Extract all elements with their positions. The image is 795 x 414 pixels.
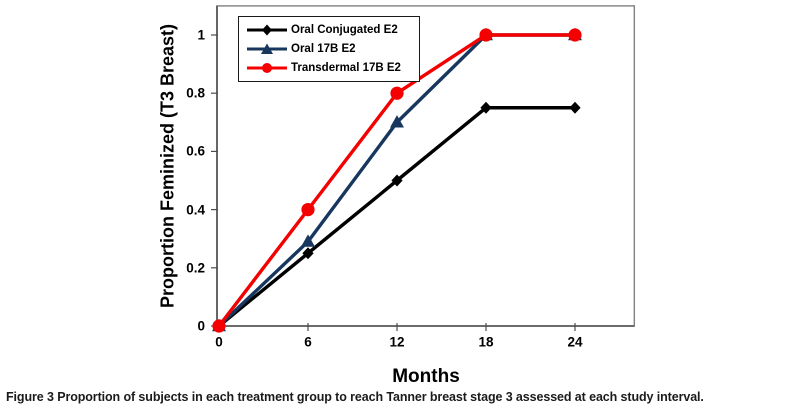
legend-item-oral-conjugated-e2: Oral Conjugated E2	[246, 21, 417, 39]
x-tick-label: 12	[389, 334, 405, 350]
x-tick-label: 24	[567, 334, 583, 350]
legend-item-transdermal-17b-e2: Transdermal 17B E2	[246, 59, 417, 77]
y-tick-label: 1	[197, 27, 205, 43]
series-line-diamond	[217, 106, 575, 328]
x-tick-label: 18	[478, 334, 494, 350]
y-tick-label: 0.4	[186, 201, 205, 217]
data-point-circle	[301, 203, 315, 217]
data-point-diamond	[569, 101, 581, 114]
figure-caption-label: Figure 3	[6, 390, 54, 404]
legend-label: Oral Conjugated E2	[291, 24, 398, 37]
y-tick-label: 0.8	[186, 85, 205, 101]
legend-item-oral-17b-e2: Oral 17B E2	[246, 40, 417, 58]
triangle-marker-icon	[247, 43, 287, 54]
legend-label: Transdermal 17B E2	[291, 61, 401, 74]
data-point-circle	[390, 86, 404, 100]
figure-caption-text: Proportion of subjects in each treatment…	[57, 390, 704, 404]
data-point-triangle	[389, 115, 404, 128]
figure-caption: Figure 3 Proportion of subjects in each …	[6, 390, 790, 404]
circle-marker-icon	[247, 62, 287, 73]
legend-box: Oral Conjugated E2 Oral 17B E2 Transderm…	[238, 16, 420, 82]
data-point-circle	[212, 319, 226, 333]
data-point-diamond	[302, 247, 314, 260]
legend-label: Oral 17B E2	[291, 42, 356, 55]
data-point-circle	[568, 28, 582, 42]
y-tick-label: 0.6	[186, 143, 205, 159]
y-tick-label: 0	[197, 318, 205, 334]
data-point-triangle	[300, 234, 315, 247]
data-point-diamond	[391, 174, 403, 187]
y-tick-label: 0.2	[186, 260, 205, 276]
x-axis-title: Months	[392, 366, 460, 387]
diamond-marker-icon	[247, 24, 287, 36]
x-tick-label: 0	[215, 334, 223, 350]
data-point-diamond	[480, 101, 492, 114]
x-tick-label: 6	[304, 334, 312, 350]
data-point-circle	[479, 28, 493, 42]
